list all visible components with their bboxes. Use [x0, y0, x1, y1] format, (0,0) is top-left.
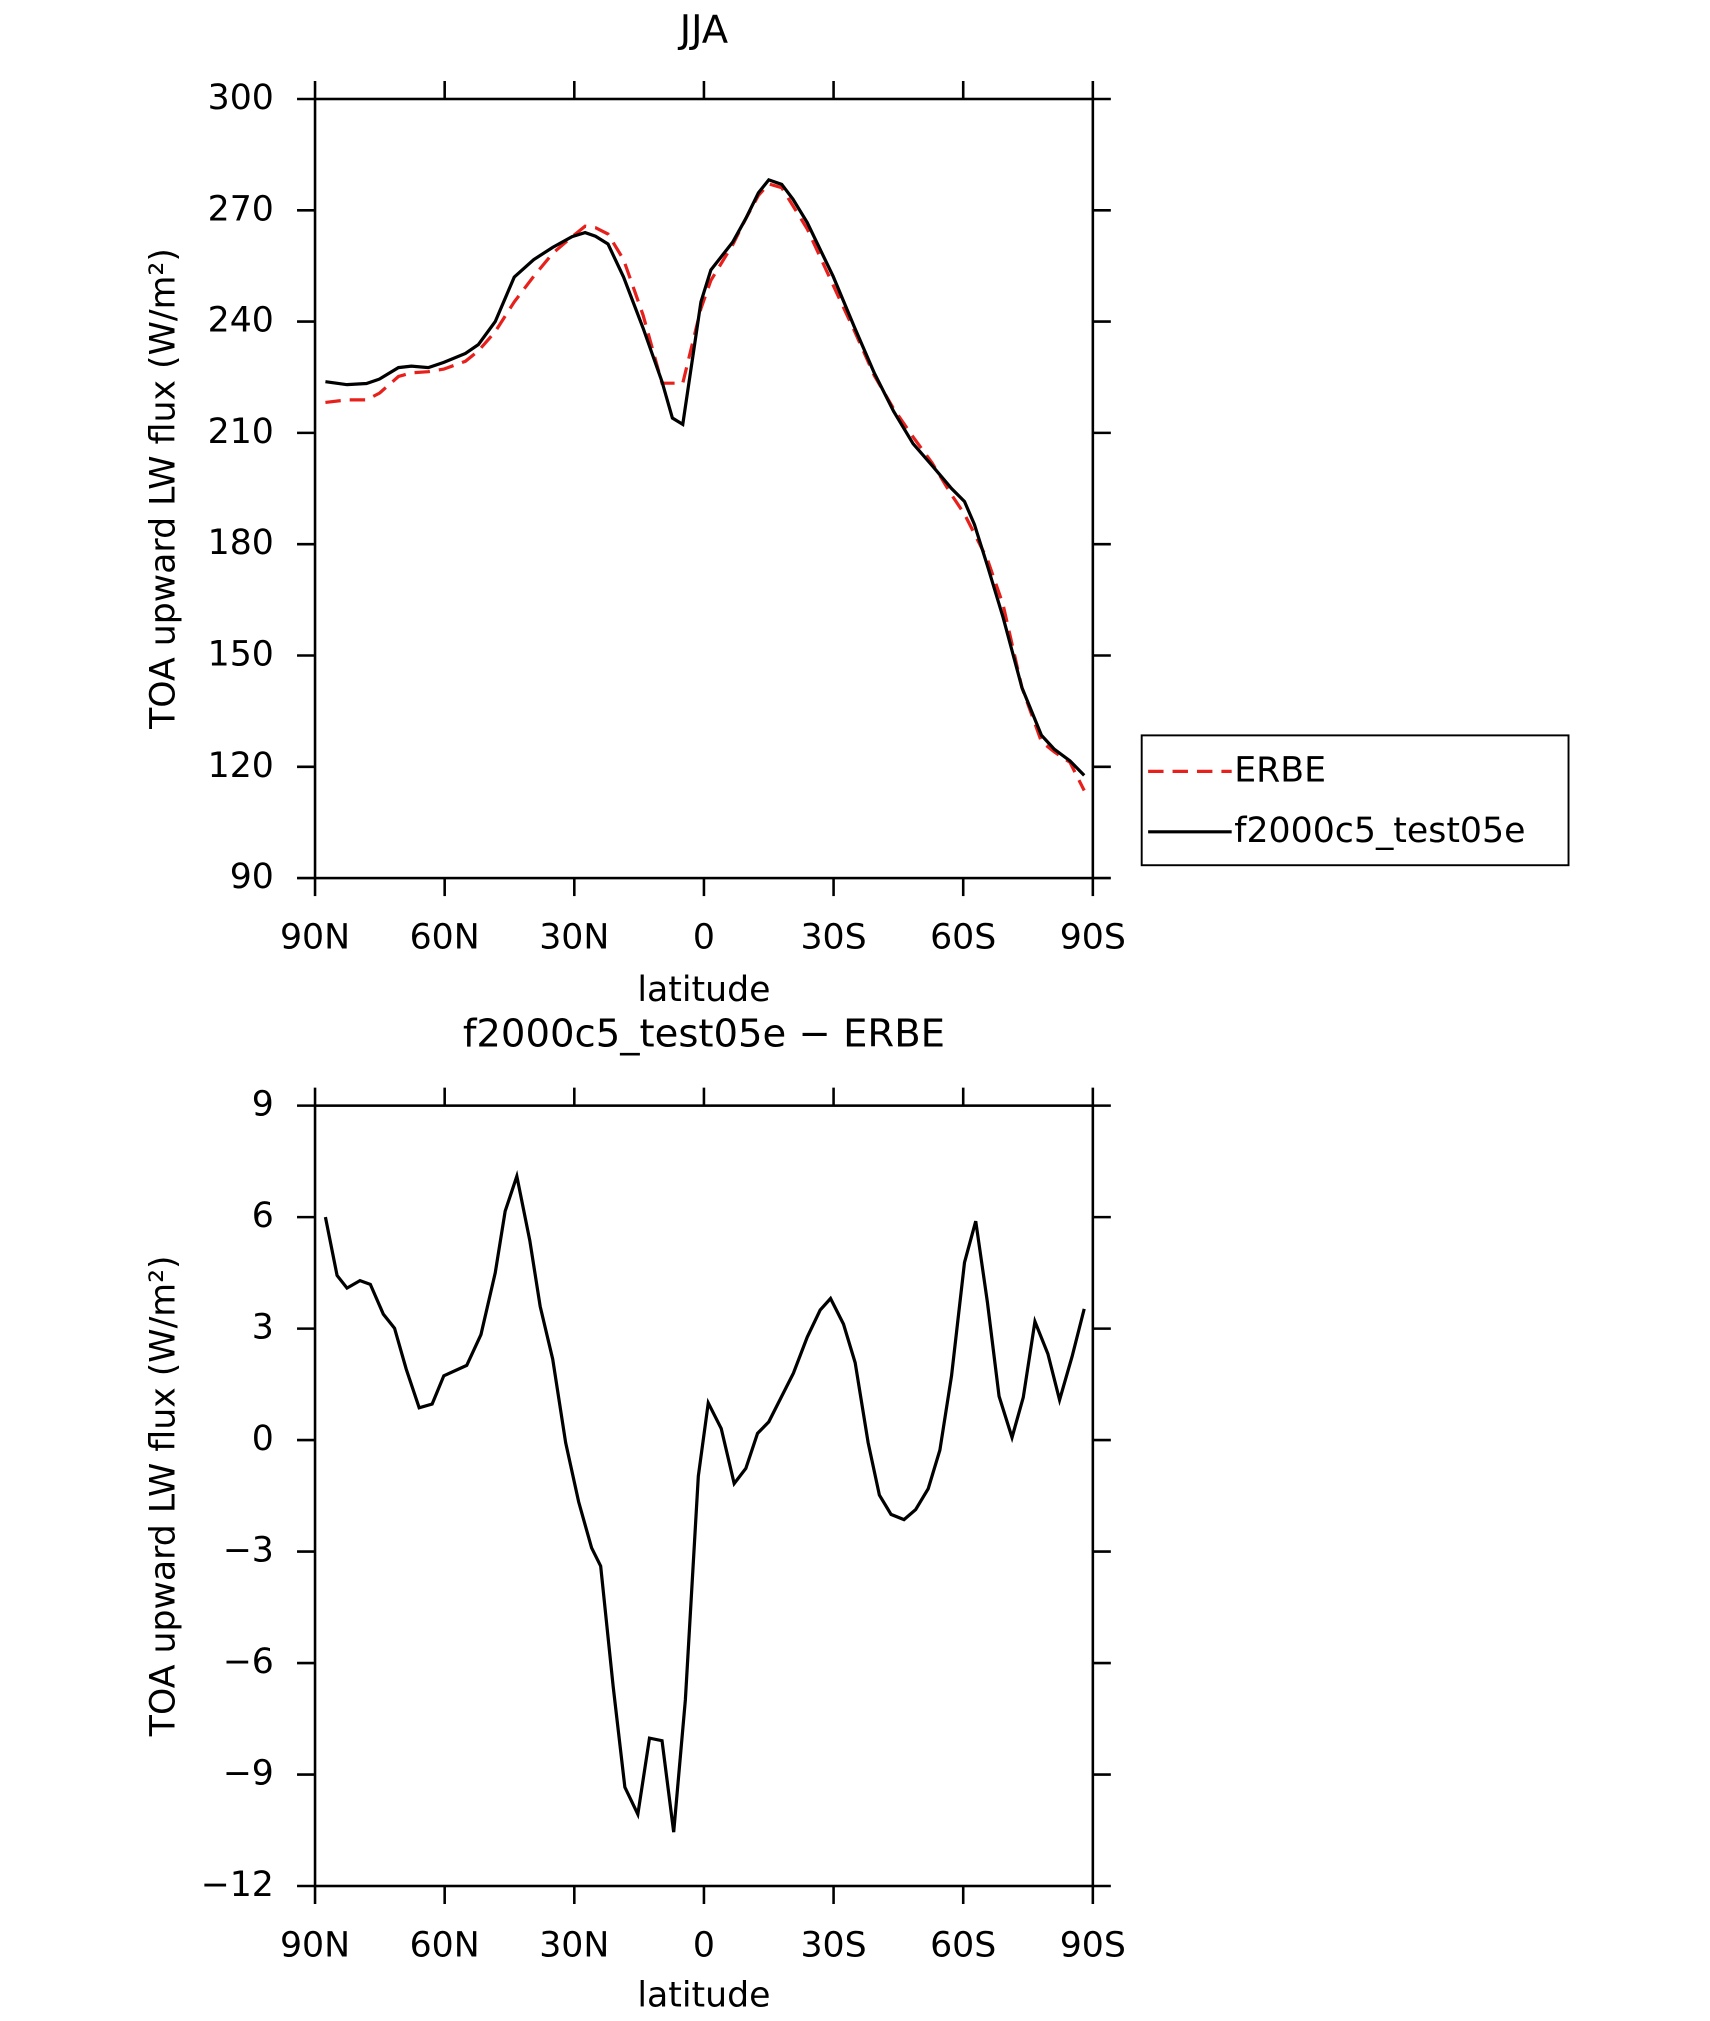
legend: ERBE f2000c5_test05e — [1140, 734, 1570, 867]
y-axis-label: TOA upward LW flux (W/m²) — [144, 1255, 184, 1737]
x-tick-label: 60S — [930, 918, 996, 958]
legend-label: ERBE — [1234, 750, 1326, 790]
x-tick-label: 60N — [410, 1925, 480, 1965]
y-tick-label: 90 — [230, 857, 274, 897]
x-axis-label: latitude — [637, 1976, 770, 2016]
legend-label: f2000c5_test05e — [1234, 811, 1525, 851]
x-tick-label: 90N — [280, 1925, 350, 1965]
data-line — [325, 182, 1086, 792]
chart-title: f2000c5_test05e − ERBE — [463, 1012, 945, 1057]
y-tick-label: −6 — [223, 1642, 274, 1682]
x-tick-label: 30S — [800, 918, 866, 958]
y-tick-label: −12 — [201, 1865, 274, 1905]
x-tick-label: 60S — [930, 1925, 996, 1965]
y-tick-label: 300 — [208, 78, 274, 118]
legend-box — [1140, 734, 1570, 867]
y-tick-label: 9 — [252, 1085, 274, 1125]
x-tick-label: 0 — [693, 918, 715, 958]
y-tick-label: 120 — [208, 746, 274, 786]
y-tick-label: 270 — [208, 189, 274, 229]
x-tick-label: 90S — [1060, 1925, 1126, 1965]
plot-frame — [313, 97, 1095, 880]
x-tick-label: 30N — [539, 918, 609, 958]
x-tick-label: 30S — [800, 1925, 866, 1965]
x-tick-label: 30N — [539, 1925, 609, 1965]
y-axis-label: TOA upward LW flux (W/m²) — [144, 248, 184, 730]
y-tick-label: 6 — [252, 1196, 274, 1236]
y-tick-label: 150 — [208, 634, 274, 674]
x-tick-label: 90N — [280, 918, 350, 958]
y-tick-label: 3 — [252, 1308, 274, 1348]
x-axis-label: latitude — [637, 970, 770, 1010]
y-tick-label: 180 — [208, 523, 274, 563]
chart-title: JJA — [678, 8, 729, 53]
x-tick-label: 60N — [410, 918, 480, 958]
y-tick-label: −3 — [223, 1531, 274, 1571]
y-tick-label: 210 — [208, 412, 274, 452]
y-tick-label: −9 — [223, 1754, 274, 1794]
data-line — [325, 177, 1086, 777]
data-line — [323, 1170, 1086, 1833]
x-tick-label: 0 — [693, 1925, 715, 1965]
y-tick-label: 240 — [208, 301, 274, 341]
y-tick-label: 0 — [252, 1419, 274, 1459]
x-tick-label: 90S — [1060, 918, 1126, 958]
